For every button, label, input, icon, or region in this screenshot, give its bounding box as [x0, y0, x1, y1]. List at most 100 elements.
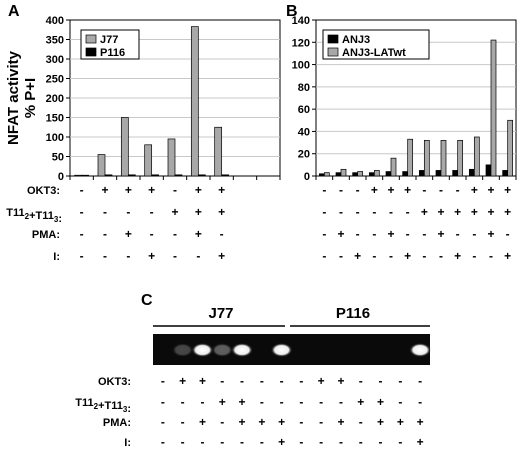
condition-sign: -: [260, 435, 264, 449]
y-tick-label: 0: [304, 171, 310, 183]
condition-sign: -: [359, 415, 363, 429]
legend-box: [322, 29, 430, 60]
condition-sign: -: [339, 205, 343, 219]
condition-sign: +: [278, 415, 285, 429]
bar-j77: [214, 126, 223, 177]
condition-sign: -: [389, 249, 393, 263]
bar-anj3-latwt: [357, 171, 364, 177]
condition-sign: -: [456, 183, 460, 197]
y-tick-label: 350: [46, 35, 64, 47]
condition-sign: -: [418, 374, 422, 388]
condition-sign: -: [472, 227, 476, 241]
bar-p116: [197, 174, 206, 177]
condition-sign: -: [319, 415, 323, 429]
condition-sign: -: [379, 374, 383, 388]
condition-sign: -: [422, 227, 426, 241]
bar-anj3: [352, 172, 359, 177]
condition-sign: +: [148, 249, 155, 263]
condition-sign: -: [372, 205, 376, 219]
condition-sign: +: [504, 183, 511, 197]
bar-anj3-latwt: [440, 139, 447, 177]
condition-sign: +: [219, 395, 226, 409]
condition-sign: -: [418, 395, 422, 409]
condition-sign: -: [200, 395, 204, 409]
condition-sign: -: [80, 227, 84, 241]
condition-sign: -: [422, 249, 426, 263]
condition-sign: +: [148, 183, 155, 197]
condition-sign: +: [377, 395, 384, 409]
condition-sign: -: [161, 415, 165, 429]
condition-sign: -: [322, 227, 326, 241]
condition-sign: +: [195, 183, 202, 197]
condition-sign: -: [398, 374, 402, 388]
condition-sign: +: [487, 205, 494, 219]
condition-sign: -: [339, 183, 343, 197]
condition-sign: -: [80, 249, 84, 263]
bar-p116: [174, 174, 183, 177]
condition-sign: -: [280, 374, 284, 388]
condition-sign: -: [196, 249, 200, 263]
condition-sign: -: [173, 249, 177, 263]
legend-label: P116: [100, 47, 125, 59]
bar-j77: [167, 138, 176, 177]
y-tick-label: 60: [298, 104, 310, 116]
bar-anj3-latwt: [323, 172, 330, 177]
condition-sign: +: [354, 249, 361, 263]
bar-anj3: [468, 168, 475, 177]
bar-anj3: [402, 171, 409, 177]
condition-sign: +: [487, 227, 494, 241]
condition-sign: +: [357, 395, 364, 409]
bar-j77: [190, 26, 199, 177]
condition-sign: +: [125, 227, 132, 241]
condition-sign: -: [319, 435, 323, 449]
condition-sign: +: [337, 415, 344, 429]
bar-j77: [144, 144, 153, 177]
condition-sign: -: [379, 435, 383, 449]
panel-letter: C: [141, 292, 153, 309]
legend-swatch: [327, 47, 339, 57]
condition-sign: -: [103, 227, 107, 241]
condition-label: T112+T113:: [75, 397, 131, 415]
bar-anj3: [385, 171, 392, 177]
condition-sign: -: [356, 227, 360, 241]
group-label-p116: P116: [336, 305, 370, 322]
condition-sign: -: [299, 415, 303, 429]
group-label-j77: J77: [208, 305, 233, 322]
condition-sign: -: [150, 205, 154, 219]
condition-sign: -: [173, 183, 177, 197]
condition-sign: -: [299, 435, 303, 449]
condition-sign: -: [339, 249, 343, 263]
condition-sign: -: [372, 227, 376, 241]
condition-sign: -: [220, 227, 224, 241]
condition-sign: -: [456, 227, 460, 241]
legend-swatch: [327, 34, 339, 44]
condition-sign: +: [487, 183, 494, 197]
condition-sign: -: [80, 183, 84, 197]
condition-sign: -: [398, 435, 402, 449]
condition-sign: +: [454, 249, 461, 263]
condition-label: I:: [53, 251, 60, 263]
condition-sign: +: [218, 205, 225, 219]
condition-sign: +: [387, 183, 394, 197]
bar-j77: [97, 154, 106, 177]
gel-band: [270, 343, 293, 357]
condition-sign: -: [439, 249, 443, 263]
condition-sign: +: [278, 435, 285, 449]
condition-sign: -: [398, 395, 402, 409]
y-tick-label: 250: [46, 74, 64, 86]
y-axis-title: NFAT activity% P+I: [5, 50, 39, 145]
condition-sign: +: [471, 183, 478, 197]
condition-sign: -: [359, 435, 363, 449]
bar-anj3-latwt: [490, 39, 497, 177]
condition-sign: +: [239, 395, 246, 409]
condition-label: I:: [124, 437, 131, 449]
condition-sign: -: [103, 249, 107, 263]
y-tick-label: 80: [298, 82, 310, 94]
condition-sign: +: [504, 249, 511, 263]
condition-sign: +: [258, 415, 265, 429]
bar-anj3: [485, 164, 492, 177]
condition-sign: -: [372, 249, 376, 263]
